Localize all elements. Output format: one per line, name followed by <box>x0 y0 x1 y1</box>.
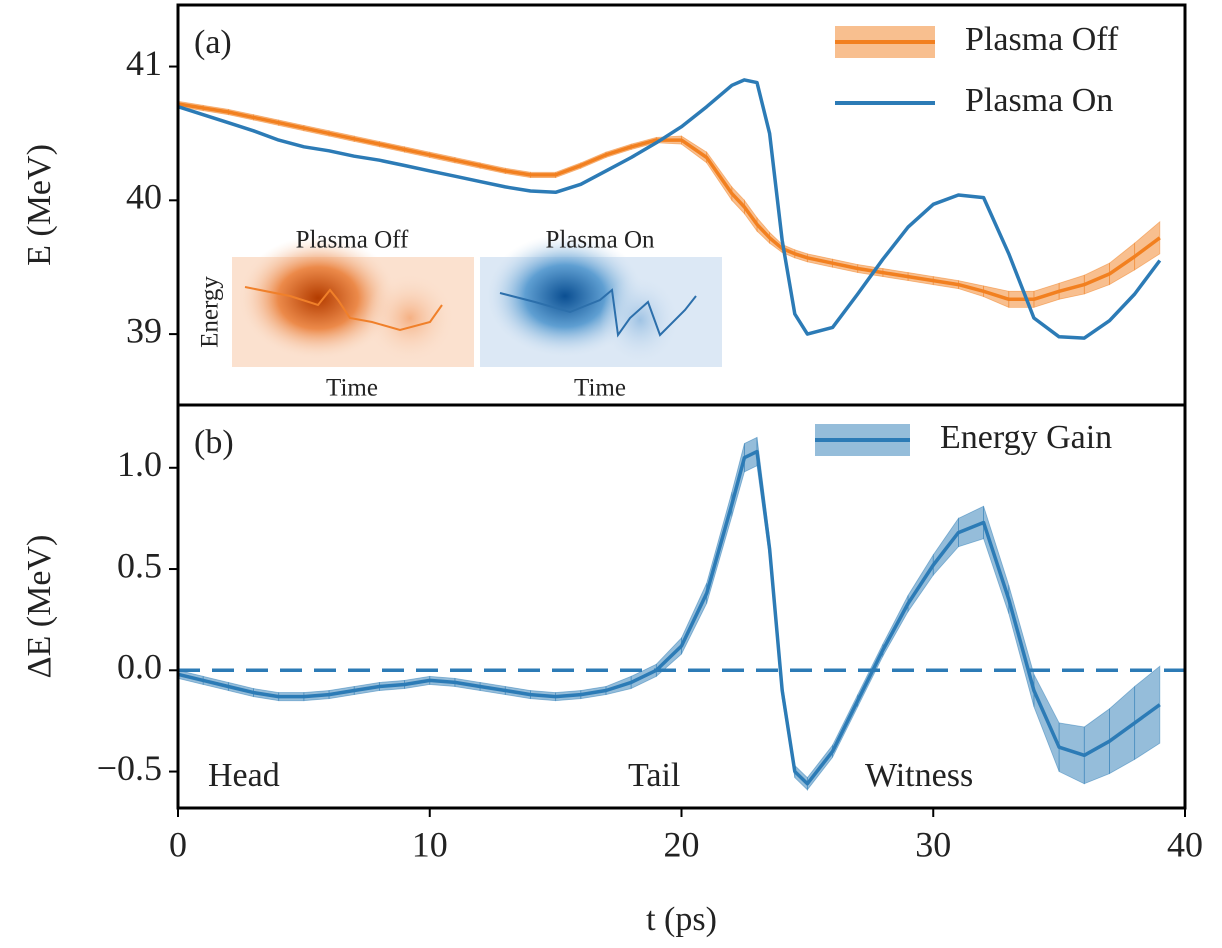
inset-xlabel: Time <box>574 375 626 402</box>
inset-title: Plasma Off <box>296 227 409 254</box>
y-tick-label: 39 <box>126 310 162 350</box>
panel-label: (a) <box>194 24 232 61</box>
x-tick-label: 0 <box>169 824 187 864</box>
panel-label: (b) <box>194 424 234 461</box>
x-tick-label: 30 <box>915 824 951 864</box>
plot-frame <box>176 403 1187 810</box>
annotation: Tail <box>628 757 680 794</box>
y-tick-label: 0.5 <box>117 545 162 585</box>
legend-label: Energy Gain <box>940 419 1112 456</box>
inset-blob <box>600 275 680 365</box>
y-tick-label: −0.5 <box>97 748 162 788</box>
y-axis-label: ΔE (MeV) <box>21 535 58 679</box>
inset-title: Plasma On <box>545 227 655 254</box>
x-tick-label: 10 <box>412 824 448 864</box>
y-tick-label: 40 <box>126 177 162 217</box>
inset-line <box>499 288 697 338</box>
plot-area <box>178 78 1162 340</box>
plot-area <box>178 436 1185 791</box>
legend-label: Plasma Off <box>965 21 1119 58</box>
annotation: Head <box>208 757 280 794</box>
legend-label: Plasma On <box>965 82 1113 119</box>
annotation: Witness <box>865 757 973 794</box>
x-tick-label: 40 <box>1167 824 1203 864</box>
error-band <box>1083 707 1110 785</box>
inset-blob <box>365 273 455 363</box>
inset-blob <box>238 236 398 360</box>
inset-line <box>244 286 443 332</box>
data-line <box>178 102 1161 302</box>
inset-ylabel: Energy <box>197 276 224 348</box>
y-tick-label: 41 <box>126 43 162 83</box>
inset: Plasma Off Plasma On Time Time Energy <box>197 227 722 402</box>
inset-xlabel: Time <box>326 375 378 402</box>
y-tick-label: 0.0 <box>117 647 162 687</box>
x-axis-label: t (ps) <box>646 901 717 938</box>
x-tick-label: 20 <box>664 824 700 864</box>
data-line <box>178 449 1161 786</box>
data-line <box>178 78 1162 340</box>
y-tick-label: 1.0 <box>117 444 162 484</box>
y-axis-label: E (MeV) <box>21 144 58 266</box>
